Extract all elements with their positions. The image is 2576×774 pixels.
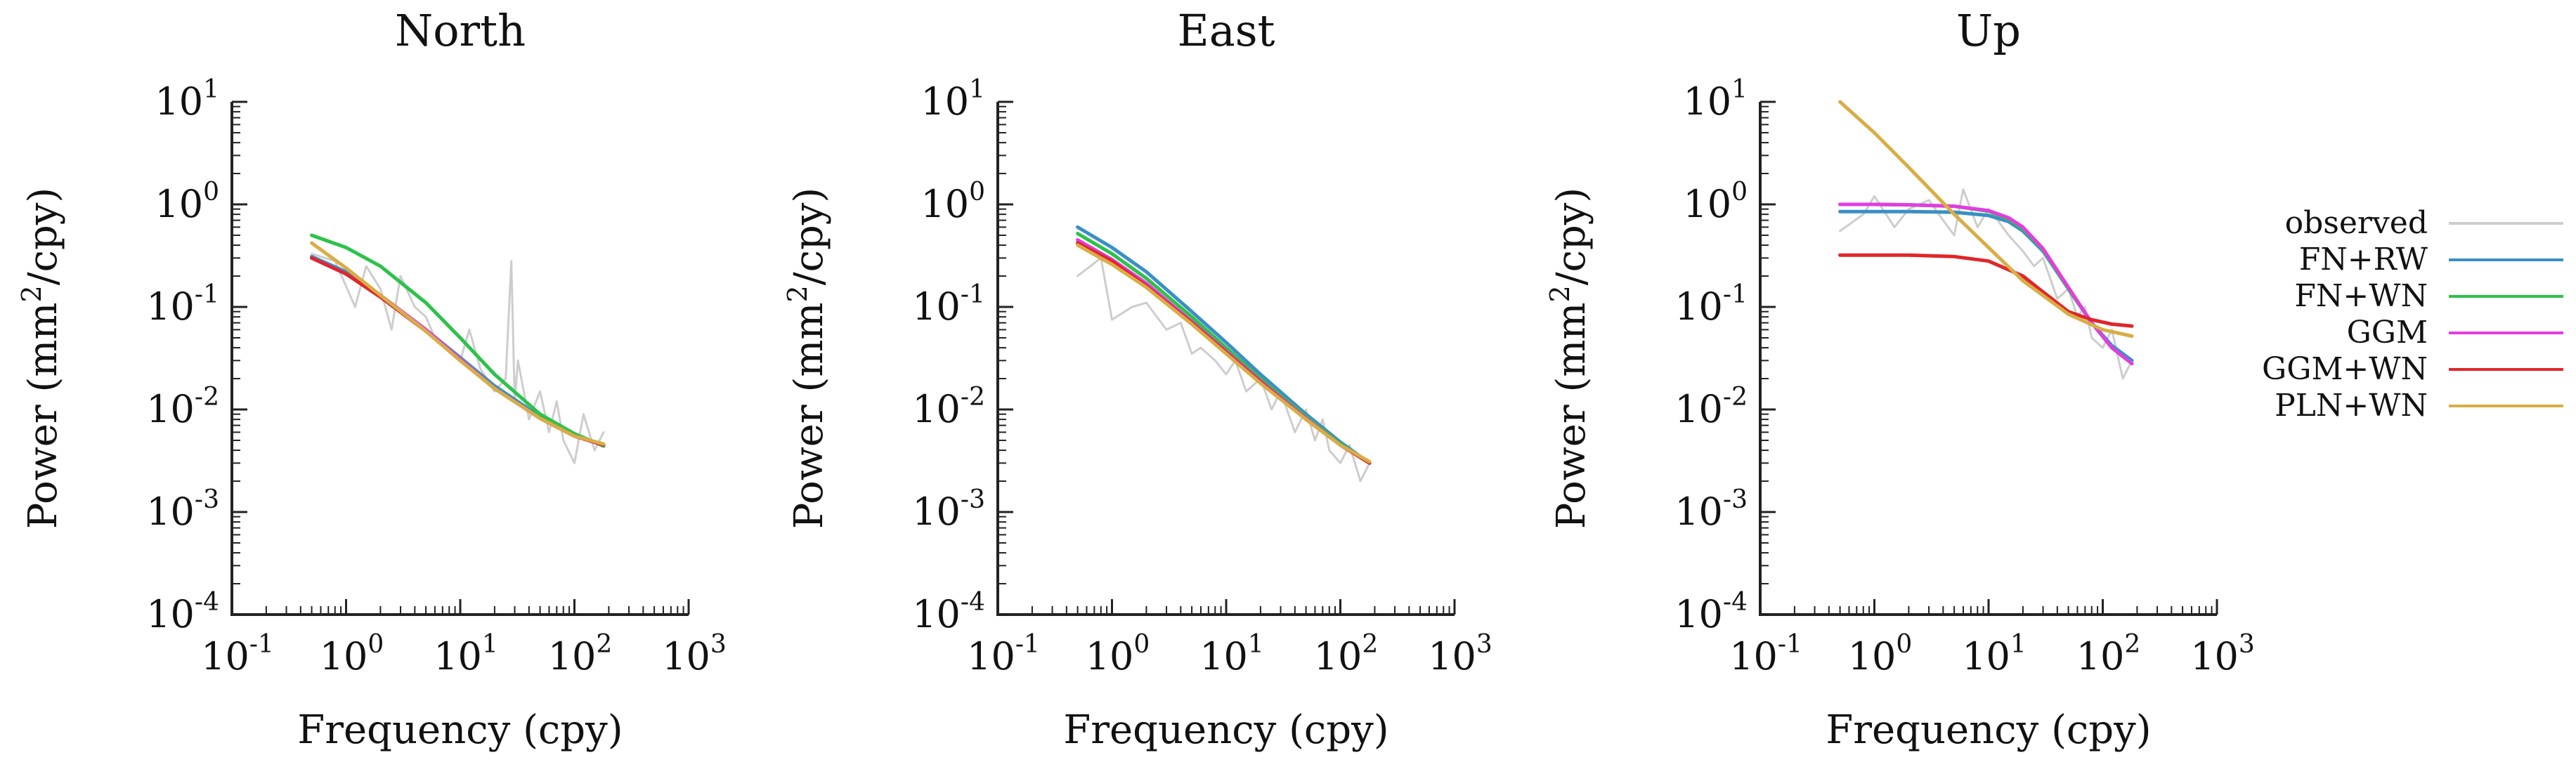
series-line-pln-plus-wn [1076, 243, 1372, 464]
y-tick-label: 10-2 [146, 383, 219, 431]
x-tick-label: 100 [1086, 630, 1150, 678]
y-tick-label: 10-3 [912, 485, 985, 534]
y-tick-label: 100 [1683, 178, 1748, 226]
y-tick-label: 10-3 [1674, 485, 1748, 534]
legend-label: observed [2285, 205, 2428, 241]
y-tick-label: 10-2 [1674, 383, 1748, 431]
x-tick-label: 100 [1848, 630, 1913, 678]
panel-up: Up 10-1 100 101 102 103 10-4 10-3 10-2 10-1 100 101… [1544, 5, 2255, 753]
series-line-observed [1839, 188, 2133, 380]
x-axis-label: Frequency (cpy) [297, 707, 623, 753]
y-tick-label: 10-4 [146, 588, 219, 636]
panel-title: Up [1956, 5, 2021, 56]
legend-label: FN+RW [2299, 242, 2428, 277]
x-tick-label: 102 [1314, 630, 1379, 678]
series-line-fn-plus-wn [310, 233, 606, 448]
y-tick-label: 10-3 [146, 485, 219, 534]
series-line-ggm-plus-wn [1838, 253, 2134, 328]
y-tick-label: 10-1 [146, 280, 219, 329]
panel-title: East [1178, 5, 1275, 56]
panel-title: North [395, 5, 526, 56]
x-tick-label: 100 [320, 630, 384, 678]
legend-label: GGM [2347, 315, 2428, 350]
y-tick-label: 10-4 [912, 588, 985, 636]
x-tick-label: 10-1 [1729, 630, 1802, 678]
series-line-fn-plus-rw [1838, 209, 2134, 362]
legend-label: FN+WN [2294, 278, 2428, 314]
series-line-pln-plus-wn [310, 241, 606, 446]
series-line-fn-plus-wn [1838, 202, 2134, 366]
y-tick-label: 101 [921, 75, 985, 124]
x-axis-label: Frequency (cpy) [1063, 707, 1388, 753]
y-tick-label: 100 [921, 178, 985, 226]
legend-label: GGM+WN [2262, 351, 2428, 387]
series-line-observed [1076, 256, 1371, 483]
axes-frame [996, 102, 1455, 616]
x-tick-label: 103 [2190, 630, 2255, 678]
x-tick-label: 101 [434, 630, 498, 678]
x-axis-label: Frequency (cpy) [1826, 707, 2151, 753]
y-tick-label: 10-4 [1674, 588, 1748, 636]
legend-label: PLN+WN [2275, 388, 2428, 424]
y-axis-label: Power (mm2/cpy) [16, 188, 66, 530]
axes-frame [1759, 102, 2217, 616]
x-tick-label: 101 [1962, 630, 2027, 678]
series-line-pln-plus-wn [1838, 100, 2134, 338]
x-tick-label: 101 [1199, 630, 1264, 678]
x-tick-label: 102 [548, 630, 613, 678]
panel-east: East 10-1 100 101 102 103 10-4 10-3 10-2 10-1 100 1… [782, 5, 1492, 753]
x-tick-label: 103 [1428, 630, 1492, 678]
y-tick-label: 10-2 [912, 383, 985, 431]
x-tick-label: 102 [2076, 630, 2141, 678]
y-tick-label: 10-1 [912, 280, 985, 329]
panel-north: North 10-1 100 101 102 103 10-4 10-3 10-2 10-1 100… [16, 5, 727, 753]
y-tick-label: 101 [155, 75, 219, 124]
x-tick-label: 10-1 [967, 630, 1040, 678]
y-axis-label: Power (mm2/cpy) [782, 188, 832, 530]
y-axis-label: Power (mm2/cpy) [1544, 188, 1594, 530]
y-tick-label: 10-1 [1674, 280, 1748, 329]
x-tick-label: 103 [662, 630, 727, 678]
x-tick-label: 10-1 [201, 630, 274, 678]
series-line-ggm [1838, 202, 2134, 366]
y-tick-label: 100 [155, 178, 219, 226]
y-tick-label: 101 [1683, 75, 1748, 124]
